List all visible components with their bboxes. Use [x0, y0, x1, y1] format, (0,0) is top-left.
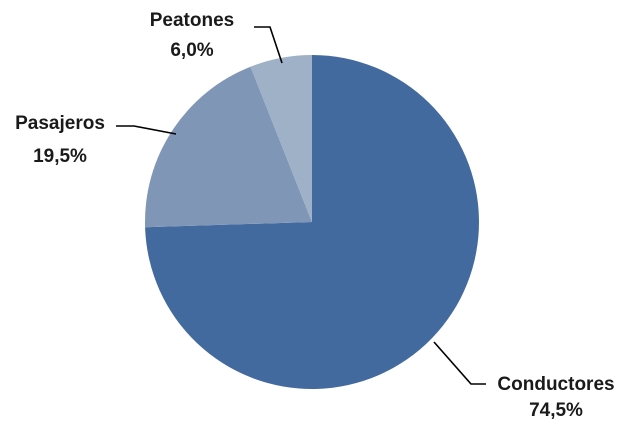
- pie-slice-pasajeros: [144, 66, 312, 228]
- slice-value-label-conductores: 74,5%: [529, 400, 583, 421]
- pie-slice-peatones: [250, 55, 312, 222]
- slice-name-label-conductores: Conductores: [497, 374, 614, 395]
- leader-line-pasajeros: [116, 125, 177, 135]
- slice-name-label-peatones: Peatones: [150, 10, 234, 31]
- pie-labels: Conductores 74,5% Pasajeros 19,5% Peatones 6,…: [15, 10, 614, 421]
- pie-slice-conductores: [145, 55, 479, 389]
- slice-value-label-pasajeros: 19,5%: [33, 146, 87, 167]
- leader-line-conductores: [433, 341, 486, 385]
- leader-line-peatones: [254, 26, 283, 64]
- slice-name-label-pasajeros: Pasajeros: [15, 113, 105, 134]
- pie-slices: [144, 55, 479, 389]
- slice-value-label-peatones: 6,0%: [170, 40, 213, 61]
